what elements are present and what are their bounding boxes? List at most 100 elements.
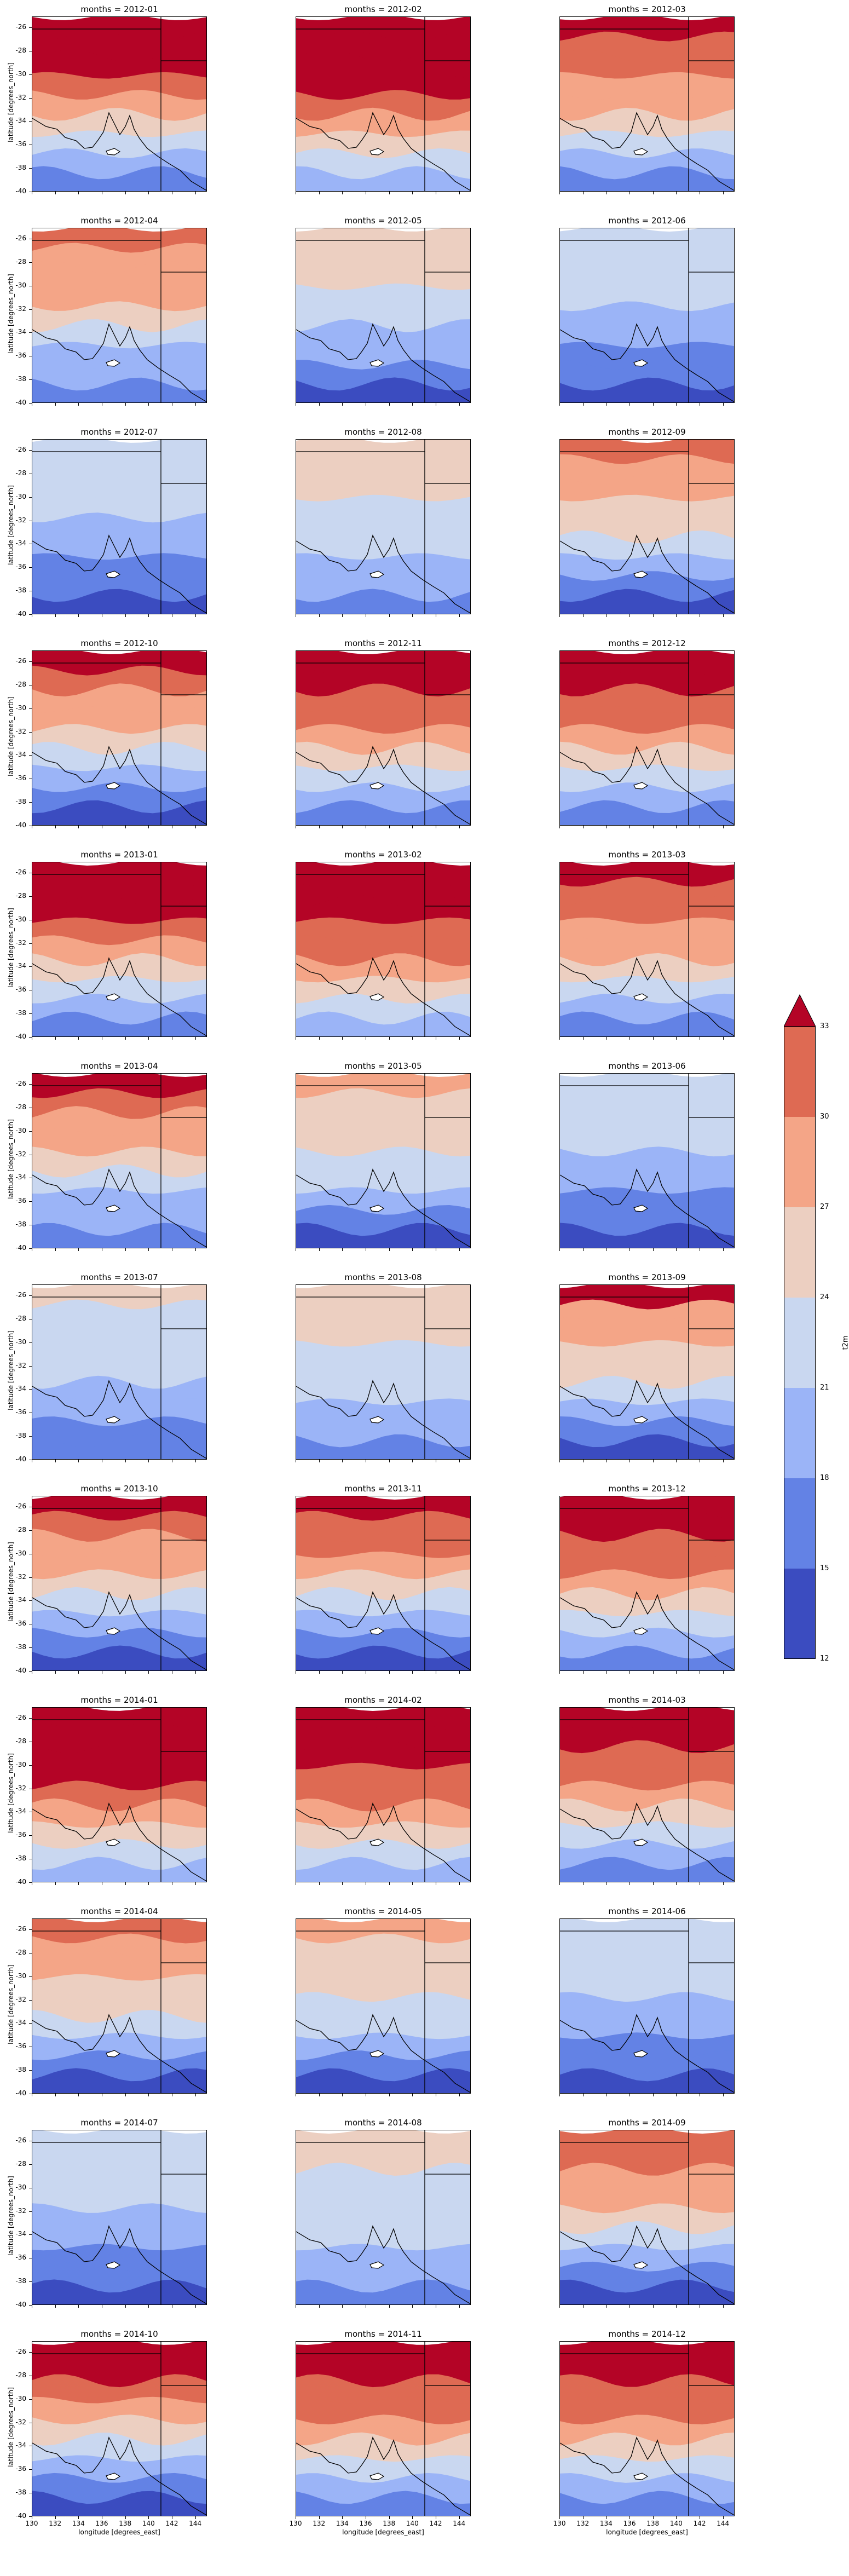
- map-panel: 130 132 134 136 138 140 142 144 longitude [degre…: [553, 2341, 735, 2536]
- x-tick-mark: [652, 2516, 654, 2519]
- y-tick-label: -26: [15, 23, 26, 31]
- map-axes: [32, 2130, 207, 2305]
- y-tick-mark: [29, 966, 32, 967]
- y-tick-label: -32: [15, 1784, 26, 1792]
- x-tick-mark: [559, 614, 560, 617]
- y-tick-mark: [29, 1671, 32, 1672]
- temperature-band: [560, 2279, 734, 2304]
- panel-title: months = 2013-04: [80, 1061, 158, 1071]
- y-tick-label: -26: [15, 1925, 26, 1933]
- temperature-band: [32, 800, 206, 825]
- colorbar-tick-label: 15: [820, 1564, 829, 1572]
- y-tick-label: -38: [15, 2488, 26, 2497]
- y-axis-label: latitude [degrees_north]: [7, 908, 15, 988]
- y-tick-label: -40: [15, 2301, 26, 2308]
- coastline: [560, 746, 734, 825]
- x-tick-mark: [723, 2094, 724, 2096]
- y-tick-label: -38: [15, 375, 26, 383]
- y-axis-label: latitude [degrees_north]: [7, 696, 15, 776]
- y-tick-mark: [29, 450, 32, 451]
- kangaroo-island: [633, 782, 649, 789]
- x-tick-mark: [78, 1037, 79, 1040]
- x-tick-mark: [559, 1248, 560, 1251]
- map-axes: [559, 439, 735, 614]
- map-svg: [296, 1496, 470, 1670]
- x-tick-mark: [319, 614, 320, 617]
- map-panel: -26 -28 -30 -32 -34 -36 -38 -40 latitude [degree…: [7, 1496, 207, 1674]
- map-svg: [32, 1285, 206, 1459]
- y-tick-label: -38: [15, 1009, 26, 1017]
- coastline: [32, 1591, 206, 1670]
- y-tick-mark: [29, 27, 32, 28]
- x-tick-mark: [125, 1037, 126, 1040]
- coastline: [32, 2436, 206, 2516]
- x-tick-label: 130: [289, 2520, 302, 2527]
- x-tick-mark: [559, 1460, 560, 1462]
- state-borders: [296, 1708, 470, 1882]
- colorbar-tick-label: 24: [820, 1293, 829, 1301]
- y-tick-mark: [29, 1248, 32, 1249]
- x-tick-mark: [629, 1460, 630, 1462]
- kangaroo-island: [106, 1416, 121, 1424]
- x-tick-mark: [723, 1671, 724, 1674]
- state-borders: [32, 1496, 206, 1670]
- panel-title: months = 2013-07: [80, 1272, 158, 1282]
- colorbar-outline: [784, 1027, 816, 1659]
- map-axes: [559, 650, 735, 826]
- x-tick-mark: [629, 192, 630, 194]
- x-tick-mark: [606, 614, 607, 617]
- colorbar-extend-arrow: [784, 994, 816, 1027]
- state-borders: [32, 1708, 206, 1882]
- y-tick-mark: [29, 1365, 32, 1367]
- state-borders: [32, 17, 206, 191]
- map-axes: [296, 2130, 471, 2305]
- map-axes: [559, 1284, 735, 1460]
- temperature-band: [32, 1645, 206, 1670]
- x-tick-label: 132: [576, 2520, 590, 2527]
- panel-title: months = 2012-03: [608, 4, 686, 14]
- x-tick-mark: [342, 2516, 343, 2519]
- x-tick-mark: [55, 403, 56, 406]
- y-tick-label: -26: [15, 868, 26, 876]
- map-svg: [32, 1919, 206, 2093]
- map-svg: [296, 862, 470, 1036]
- x-tick-mark: [582, 403, 584, 406]
- x-tick-mark: [582, 1882, 584, 1885]
- y-tick-label: -28: [15, 1525, 26, 1534]
- state-borders: [296, 440, 470, 614]
- kangaroo-island: [106, 2050, 121, 2058]
- x-tick-mark: [195, 614, 196, 617]
- x-tick-mark: [582, 1037, 584, 1040]
- map-axes: [296, 1918, 471, 2094]
- map-axes: [296, 2341, 471, 2516]
- x-tick-mark: [55, 1248, 56, 1251]
- y-tick-mark: [29, 2352, 32, 2353]
- x-tick-mark: [195, 403, 196, 406]
- x-axis-label: longitude [degrees_east]: [606, 2528, 688, 2536]
- y-tick-label: -28: [15, 1314, 26, 1322]
- coastline: [32, 2014, 206, 2093]
- colorbar-segment: [784, 1478, 816, 1569]
- x-tick-mark: [389, 1671, 390, 1674]
- temperature-band: [560, 2491, 734, 2516]
- x-tick-mark: [606, 1248, 607, 1251]
- map-panel: -26 -28 -30 -32 -34 -36 -38 -40 latitude [degree…: [7, 2130, 207, 2308]
- map-axes: [32, 1918, 207, 2094]
- map-axes: [559, 862, 735, 1037]
- x-tick-mark: [389, 1460, 390, 1462]
- coastline: [32, 1802, 206, 1882]
- y-tick-mark: [29, 1647, 32, 1649]
- temperature-band: [296, 1857, 470, 1882]
- kangaroo-island: [106, 359, 121, 367]
- y-tick-label: -38: [15, 1220, 26, 1229]
- y-tick-mark: [29, 1201, 32, 1202]
- y-tick-mark: [29, 2234, 32, 2235]
- y-tick-label: -30: [15, 2183, 26, 2191]
- coastline: [560, 1168, 734, 1248]
- y-tick-mark: [29, 1999, 32, 2001]
- y-tick-mark: [29, 1295, 32, 1296]
- x-tick-mark: [412, 2516, 413, 2519]
- map-panel: [559, 1073, 735, 1251]
- kangaroo-island: [106, 1839, 121, 1846]
- x-tick-mark: [125, 2305, 126, 2308]
